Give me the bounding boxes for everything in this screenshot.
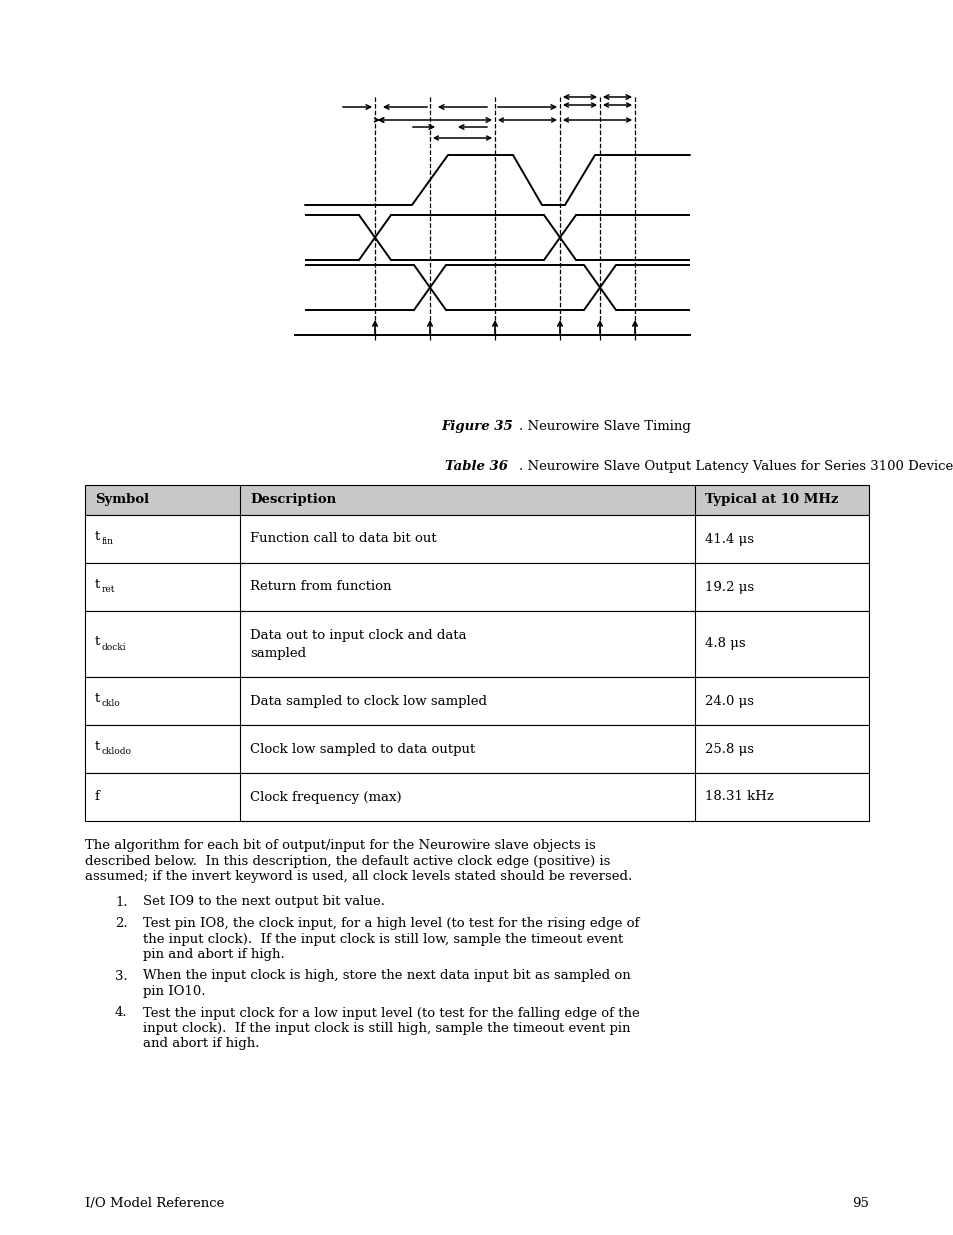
Text: 95: 95 [851,1197,868,1210]
Text: t: t [95,530,100,543]
Text: t: t [95,740,100,753]
Text: 3.: 3. [115,969,128,983]
Text: Clock frequency (max): Clock frequency (max) [250,790,401,804]
Text: cklo: cklo [102,699,121,709]
Text: Typical at 10 MHz: Typical at 10 MHz [704,494,838,506]
Text: Data out to input clock and data: Data out to input clock and data [250,629,466,641]
Text: f: f [95,790,100,804]
Bar [85,725,868,773]
Text: 1.: 1. [115,895,128,909]
Text: docki: docki [102,642,127,652]
Text: sampled: sampled [250,646,306,659]
Bar [85,677,868,725]
Text: Data sampled to clock low sampled: Data sampled to clock low sampled [250,694,486,708]
Text: and abort if high.: and abort if high. [143,1037,259,1051]
Text: Test the input clock for a low input level (to test for the falling edge of the: Test the input clock for a low input lev… [143,1007,639,1020]
Text: pin IO10.: pin IO10. [143,986,205,998]
Bar [85,773,868,821]
Text: The algorithm for each bit of output/input for the Neurowire slave objects is: The algorithm for each bit of output/inp… [85,839,595,852]
Text: 4.8 μs: 4.8 μs [704,637,745,651]
Text: t: t [95,578,100,592]
Text: Figure 35: Figure 35 [440,420,513,433]
Text: Clock low sampled to data output: Clock low sampled to data output [250,742,475,756]
Text: Function call to data bit out: Function call to data bit out [250,532,436,546]
Text: the input clock).  If the input clock is still low, sample the timeout event: the input clock). If the input clock is … [143,932,622,946]
Text: input clock).  If the input clock is still high, sample the timeout event pin: input clock). If the input clock is stil… [143,1023,630,1035]
Bar [85,485,868,515]
Text: pin and abort if high.: pin and abort if high. [143,948,284,961]
Text: 4.: 4. [115,1007,128,1020]
Text: t: t [95,692,100,705]
Text: . Neurowire Slave Timing: . Neurowire Slave Timing [518,420,690,433]
Text: described below.  In this description, the default active clock edge (positive) : described below. In this description, th… [85,855,610,867]
Text: assumed; if the invert keyword is used, all clock levels stated should be revers: assumed; if the invert keyword is used, … [85,869,632,883]
Text: Set IO9 to the next output bit value.: Set IO9 to the next output bit value. [143,895,385,909]
Text: cklodo: cklodo [102,747,132,757]
Text: . Neurowire Slave Output Latency Values for Series 3100 Devices: . Neurowire Slave Output Latency Values … [518,459,953,473]
Bar [85,515,868,563]
Text: When the input clock is high, store the next data input bit as sampled on: When the input clock is high, store the … [143,969,630,983]
Text: Description: Description [250,494,335,506]
Bar [85,611,868,677]
Text: Test pin IO8, the clock input, for a high level (to test for the rising edge of: Test pin IO8, the clock input, for a hig… [143,918,639,930]
Text: 41.4 μs: 41.4 μs [704,532,753,546]
Text: 24.0 μs: 24.0 μs [704,694,753,708]
Text: I/O Model Reference: I/O Model Reference [85,1197,224,1210]
Text: 2.: 2. [115,918,128,930]
Text: 19.2 μs: 19.2 μs [704,580,753,594]
Text: t: t [95,635,100,648]
Text: 18.31 kHz: 18.31 kHz [704,790,773,804]
Text: Symbol: Symbol [95,494,149,506]
Text: Table 36: Table 36 [445,459,508,473]
Bar [85,563,868,611]
Text: 25.8 μs: 25.8 μs [704,742,753,756]
Text: ret: ret [102,585,115,594]
Text: fin: fin [102,537,113,547]
Text: Return from function: Return from function [250,580,391,594]
